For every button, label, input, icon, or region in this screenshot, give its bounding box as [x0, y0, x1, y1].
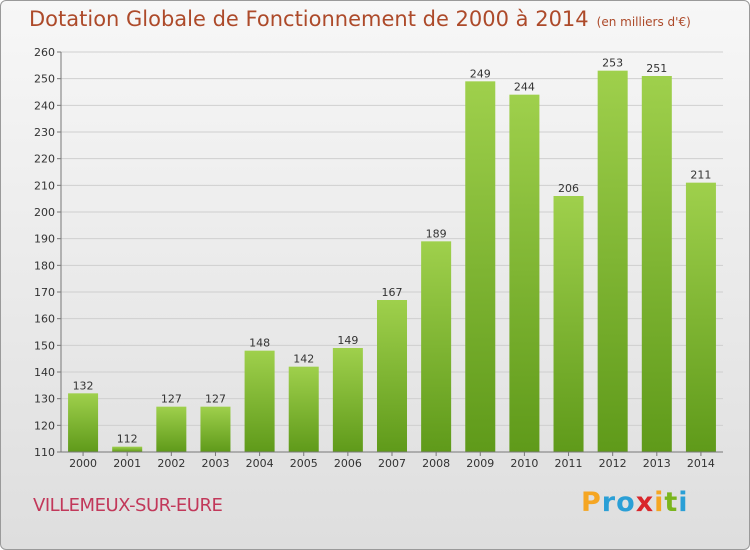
- bar-2014: [685, 182, 716, 452]
- y-tick-label: 110: [34, 446, 55, 459]
- y-tick-label: 180: [34, 259, 55, 272]
- bar-2010: [509, 94, 540, 453]
- data-label-2005: 142: [293, 353, 314, 366]
- data-label-2001: 112: [117, 433, 138, 446]
- bar-2013: [641, 76, 672, 452]
- proxiti-logo: Proxiti: [581, 487, 689, 518]
- x-tick-label-2012: 2012: [599, 457, 627, 470]
- x-tick-label-2003: 2003: [201, 457, 229, 470]
- y-tick-label: 140: [34, 366, 55, 379]
- bars: 132 112 127 127 148 142 149 167 189 249 244 206 253 2…: [68, 57, 716, 453]
- y-tick-label: 170: [34, 286, 55, 299]
- data-label-2010: 244: [514, 81, 535, 94]
- bar-2007: [376, 300, 408, 452]
- bar-2005: [288, 366, 319, 452]
- bar-2006: [332, 348, 363, 452]
- data-label-2011: 206: [558, 182, 579, 195]
- chart-title-unit: (en milliers d'€): [596, 15, 691, 29]
- y-tick-label: 200: [34, 206, 55, 219]
- x-tick-label-2013: 2013: [643, 457, 671, 470]
- data-label-2009: 249: [470, 67, 491, 80]
- x-tick-label-2011: 2011: [555, 457, 583, 470]
- x-tick-label-2006: 2006: [334, 457, 362, 470]
- bar-2012: [597, 70, 628, 453]
- bar-2011: [553, 196, 584, 452]
- data-label-2012: 253: [602, 57, 623, 70]
- data-label-2000: 132: [73, 379, 94, 392]
- data-label-2004: 148: [249, 337, 270, 350]
- y-tick-label: 220: [34, 153, 55, 166]
- y-tick-label: 130: [34, 393, 55, 406]
- x-tick-label-2008: 2008: [422, 457, 450, 470]
- y-tick-label: 190: [34, 233, 55, 246]
- y-tick-label: 230: [34, 126, 55, 139]
- bar-2004: [244, 350, 275, 452]
- data-label-2014: 211: [690, 169, 711, 182]
- x-tick-label-2000: 2000: [69, 457, 97, 470]
- bar-2008: [421, 241, 452, 452]
- y-tick-label: 210: [34, 179, 55, 192]
- x-tick-label-2007: 2007: [378, 457, 406, 470]
- commune-name: VILLEMEUX-SUR-EURE: [33, 495, 223, 516]
- data-label-2006: 149: [337, 334, 358, 347]
- data-label-2013: 251: [646, 62, 667, 75]
- x-tick-label-2009: 2009: [466, 457, 494, 470]
- y-tick-label: 260: [34, 46, 55, 59]
- x-tick-label-2001: 2001: [113, 457, 141, 470]
- chart-title: Dotation Globale de Fonctionnement de 20…: [29, 7, 691, 31]
- x-tick-label-2004: 2004: [246, 457, 274, 470]
- data-label-2008: 189: [426, 227, 447, 240]
- bar-2009: [465, 81, 496, 452]
- data-label-2003: 127: [205, 393, 226, 406]
- y-tick-label: 150: [34, 339, 55, 352]
- bar-2003: [200, 406, 231, 452]
- y-tick-label: 120: [34, 419, 55, 432]
- x-tick-label-2002: 2002: [157, 457, 185, 470]
- bar-2000: [68, 393, 99, 452]
- data-label-2007: 167: [382, 286, 403, 299]
- x-tick-label-2014: 2014: [687, 457, 715, 470]
- chart-title-main: Dotation Globale de Fonctionnement de 20…: [29, 7, 589, 31]
- y-tick-label: 250: [34, 73, 55, 86]
- bar-2002: [156, 406, 187, 452]
- x-tick-label-2010: 2010: [510, 457, 538, 470]
- x-tick-label-2005: 2005: [290, 457, 318, 470]
- y-tick-label: 240: [34, 99, 55, 112]
- data-label-2002: 127: [161, 393, 182, 406]
- axes: 110 120 130 140 150 160 170 180 190 200 210 220 230 2…: [34, 46, 723, 470]
- y-tick-label: 160: [34, 313, 55, 326]
- bar-2001: [112, 446, 143, 452]
